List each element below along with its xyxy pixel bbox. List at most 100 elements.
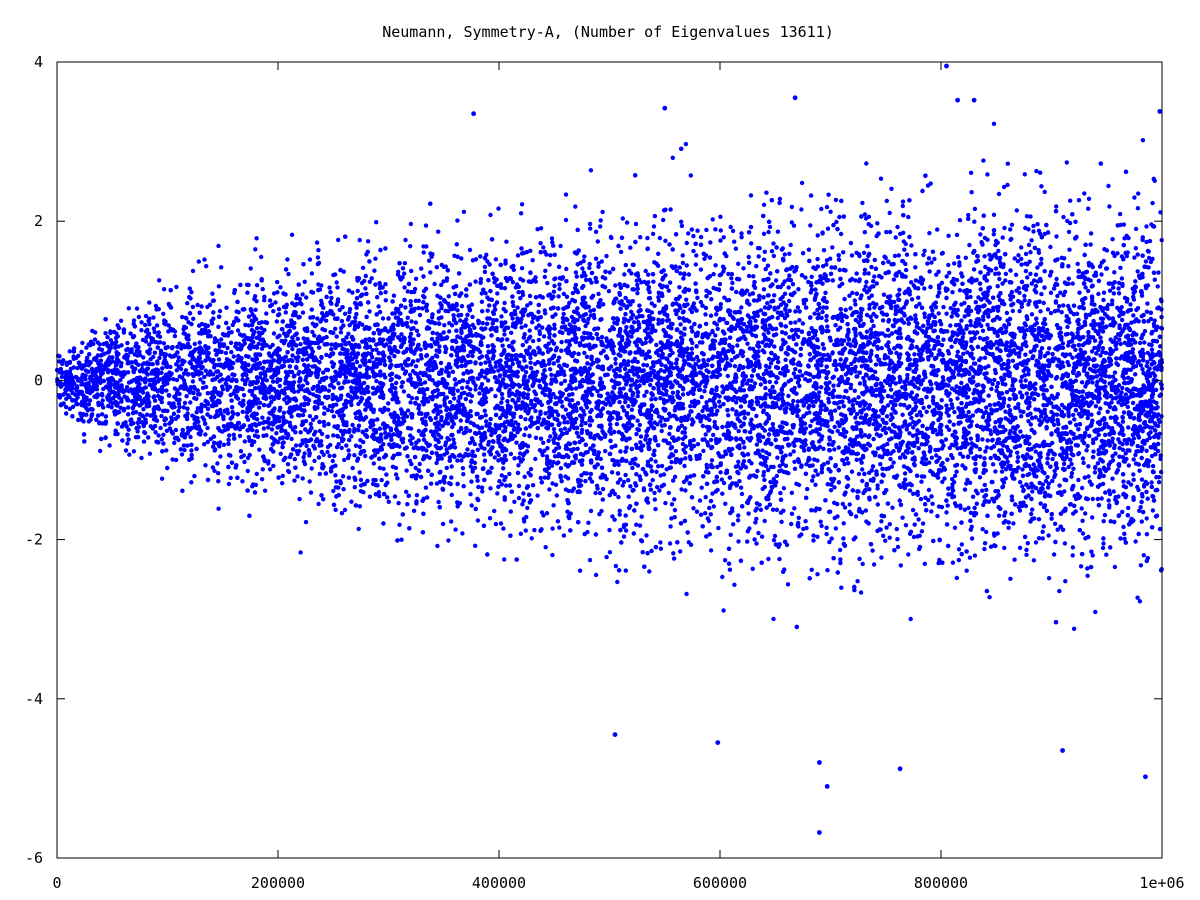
data-point bbox=[806, 279, 811, 285]
data-point bbox=[242, 439, 247, 444]
data-point bbox=[607, 270, 612, 275]
data-point bbox=[911, 461, 917, 467]
data-point bbox=[1085, 415, 1091, 421]
data-point bbox=[885, 448, 890, 454]
data-point bbox=[1116, 286, 1121, 291]
data-point bbox=[875, 483, 880, 488]
data-point bbox=[691, 233, 696, 239]
data-point bbox=[558, 466, 564, 471]
data-point bbox=[577, 568, 583, 573]
data-point bbox=[588, 168, 594, 173]
data-point bbox=[586, 520, 591, 525]
data-point bbox=[799, 180, 805, 186]
data-point bbox=[1035, 222, 1040, 227]
data-point bbox=[978, 287, 983, 292]
data-point bbox=[811, 403, 816, 409]
data-point bbox=[921, 405, 926, 410]
data-point bbox=[895, 544, 901, 550]
data-point bbox=[887, 229, 893, 235]
data-point bbox=[563, 407, 568, 412]
data-point bbox=[127, 452, 132, 457]
data-point bbox=[990, 462, 996, 467]
data-point bbox=[1081, 460, 1086, 466]
data-point bbox=[1055, 293, 1060, 299]
data-point bbox=[952, 409, 957, 415]
data-point bbox=[922, 314, 928, 320]
data-point bbox=[824, 204, 830, 210]
data-point bbox=[274, 319, 279, 324]
data-point bbox=[231, 432, 236, 437]
data-point bbox=[927, 230, 932, 236]
data-point bbox=[671, 478, 676, 483]
data-point bbox=[641, 319, 646, 325]
data-point bbox=[1070, 545, 1076, 550]
data-point bbox=[541, 417, 546, 422]
data-point bbox=[919, 529, 925, 534]
data-point bbox=[889, 186, 894, 191]
data-point bbox=[649, 548, 654, 554]
data-point bbox=[217, 308, 223, 314]
data-point bbox=[791, 398, 796, 404]
data-point bbox=[860, 478, 865, 484]
data-point bbox=[982, 460, 987, 466]
data-point bbox=[483, 360, 488, 365]
data-point bbox=[559, 479, 564, 484]
data-point bbox=[565, 420, 570, 425]
data-point bbox=[304, 295, 309, 300]
data-point bbox=[108, 338, 114, 343]
data-point bbox=[1113, 335, 1118, 340]
data-point bbox=[863, 508, 868, 513]
data-point bbox=[977, 335, 983, 341]
data-point bbox=[184, 394, 189, 399]
data-point bbox=[519, 266, 525, 271]
data-point bbox=[171, 411, 177, 416]
data-point bbox=[993, 242, 998, 248]
data-point bbox=[1131, 477, 1136, 482]
data-point bbox=[1076, 398, 1081, 404]
data-point bbox=[1080, 531, 1086, 536]
data-point bbox=[1039, 346, 1045, 351]
data-point bbox=[644, 389, 649, 394]
data-point bbox=[515, 305, 520, 310]
data-point bbox=[1101, 519, 1106, 524]
data-point bbox=[530, 258, 535, 263]
data-point bbox=[936, 269, 941, 274]
data-point bbox=[993, 266, 999, 271]
data-point bbox=[1096, 410, 1102, 416]
data-point bbox=[811, 474, 816, 479]
data-point bbox=[1041, 392, 1046, 397]
data-point bbox=[302, 279, 307, 284]
data-point bbox=[875, 502, 880, 507]
data-point bbox=[1107, 491, 1113, 497]
data-point bbox=[749, 373, 755, 379]
data-point bbox=[736, 428, 741, 434]
data-point bbox=[175, 344, 180, 350]
data-point bbox=[872, 257, 877, 263]
data-point bbox=[754, 506, 759, 511]
data-point bbox=[637, 422, 642, 428]
data-point bbox=[879, 519, 884, 524]
data-point bbox=[977, 475, 983, 480]
data-point bbox=[657, 235, 663, 241]
data-point bbox=[897, 287, 902, 292]
data-point bbox=[181, 331, 186, 336]
data-point bbox=[1083, 511, 1088, 516]
data-point bbox=[354, 296, 360, 301]
data-point bbox=[495, 291, 500, 296]
data-point bbox=[519, 202, 525, 207]
data-point bbox=[916, 446, 921, 451]
data-point bbox=[736, 459, 741, 464]
data-point bbox=[1149, 480, 1154, 485]
data-point bbox=[902, 247, 907, 252]
data-point bbox=[473, 279, 478, 284]
data-point bbox=[908, 529, 914, 534]
data-point bbox=[375, 327, 381, 333]
data-point bbox=[202, 374, 207, 380]
data-point bbox=[295, 359, 300, 364]
data-point bbox=[816, 312, 821, 317]
data-point bbox=[257, 447, 262, 452]
data-point bbox=[1064, 160, 1070, 165]
data-point bbox=[881, 292, 887, 297]
data-point bbox=[587, 557, 593, 563]
data-point bbox=[848, 306, 853, 311]
